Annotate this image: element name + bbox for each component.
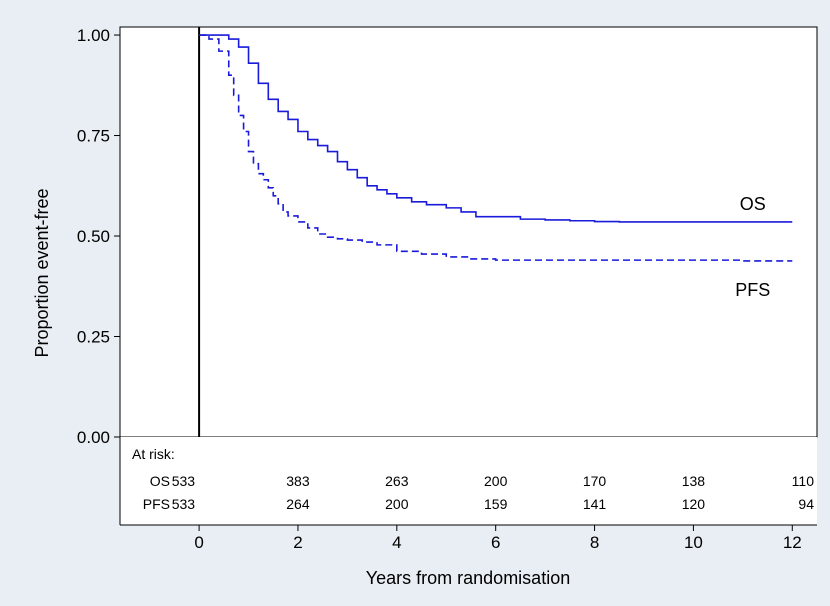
- y-tick-label-0: 0.00: [77, 428, 110, 447]
- at-risk-pfs-value-2: 200: [385, 496, 409, 512]
- y-tick-label-1: 0.25: [77, 328, 110, 347]
- x-tick-label-3: 6: [491, 533, 500, 552]
- x-tick-label-1: 2: [293, 533, 302, 552]
- at-risk-row-label-os: OS: [150, 473, 170, 489]
- x-tick-label-0: 0: [194, 533, 203, 552]
- plot-area: [119, 26, 818, 438]
- chart-marks: 0.00 0.25 0.50 0.75 1.00 0 2 4 6 8 10 12 OS PFS At ris…: [77, 26, 817, 552]
- at-risk-pfs-value-3: 159: [484, 496, 508, 512]
- at-risk-pfs-value-5: 120: [682, 496, 706, 512]
- at-risk-os-value-1: 383: [286, 473, 310, 489]
- curve-label-os: OS: [740, 194, 766, 214]
- x-tick-label-5: 10: [684, 533, 703, 552]
- y-tick-label-4: 1.00: [77, 26, 110, 45]
- at-risk-os-value-6: 110: [792, 473, 815, 489]
- at-risk-os-value-0: 533: [172, 473, 196, 489]
- y-tick-label-2: 0.50: [77, 227, 110, 246]
- at-risk-os-value-4: 170: [583, 473, 607, 489]
- at-risk-os-value-2: 263: [385, 473, 409, 489]
- series-pfs-curve: [199, 34, 793, 262]
- series-os-curve: [199, 34, 793, 223]
- x-tick-label-6: 12: [783, 533, 802, 552]
- at-risk-os-value-3: 200: [484, 473, 508, 489]
- at-risk-os-value-5: 138: [682, 473, 706, 489]
- x-tick-label-2: 4: [392, 533, 401, 552]
- at-risk-pfs-value-1: 264: [286, 496, 310, 512]
- at-risk-title: At risk:: [132, 446, 175, 462]
- x-axis-label: Years from randomisation: [366, 568, 570, 588]
- x-tick-label-4: 8: [590, 533, 599, 552]
- at-risk-row-label-pfs: PFS: [143, 496, 170, 512]
- y-axis-label: Proportion event-free: [32, 188, 52, 357]
- at-risk-pfs-value-4: 141: [583, 496, 607, 512]
- curve-label-pfs: PFS: [735, 280, 770, 300]
- at-risk-table-area: [120, 437, 817, 525]
- at-risk-pfs-value-0: 533: [172, 496, 196, 512]
- at-risk-pfs-value-6: 94: [798, 496, 814, 512]
- y-tick-label-3: 0.75: [77, 127, 110, 146]
